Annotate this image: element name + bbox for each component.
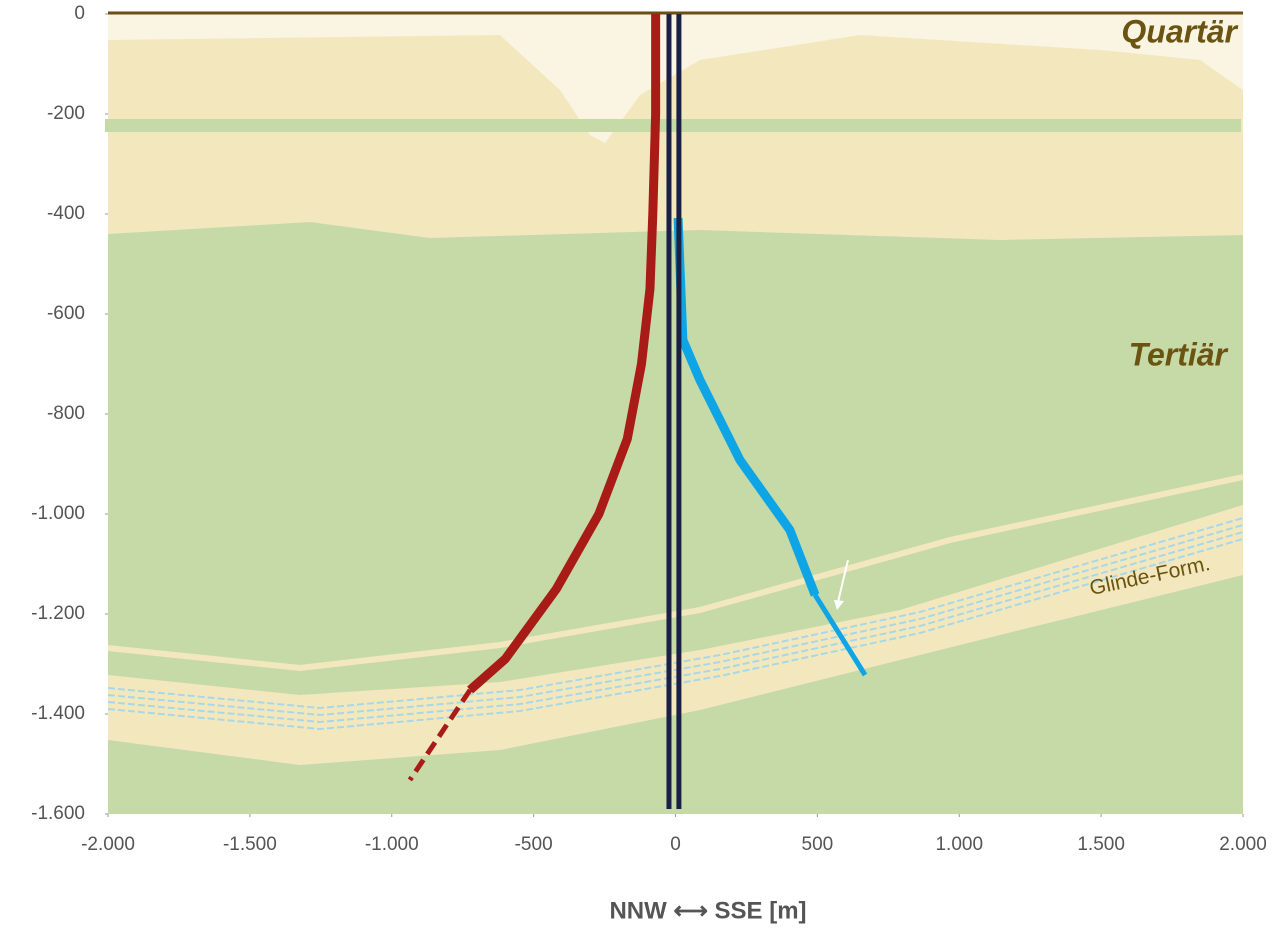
x-tick-label: -1.500 <box>223 834 277 855</box>
x-tick-label: -1.000 <box>365 834 419 855</box>
x-tick-label: 1.500 <box>1077 834 1125 855</box>
x-tick-label: 1.000 <box>935 834 983 855</box>
y-tick-label: -1.200 <box>31 603 85 624</box>
chart: Quartär Tertiär Glinde-Form. NNW ⟷ SSE [… <box>0 0 1278 929</box>
y-tick-label: -1.600 <box>31 803 85 824</box>
y-tick-label: 0 <box>74 3 85 24</box>
x-tick-label: 500 <box>802 834 834 855</box>
y-tick-label: -200 <box>47 103 85 124</box>
annotation: Quartär <box>1121 13 1238 49</box>
annotation: Tertiär <box>1129 336 1229 372</box>
y-tick-label: -1.000 <box>31 503 85 524</box>
y-tick-label: -1.400 <box>31 703 85 724</box>
x-tick-label: 0 <box>670 834 681 855</box>
y-tick-label: -600 <box>47 303 85 324</box>
x-tick-label: -2.000 <box>81 834 135 855</box>
y-tick-label: -800 <box>47 403 85 424</box>
green-band <box>105 119 1241 132</box>
x-tick-label: -500 <box>515 834 553 855</box>
x-axis-label: NNW ⟷ SSE [m] <box>609 897 806 924</box>
x-tick-label: 2.000 <box>1219 834 1267 855</box>
y-tick-label: -400 <box>47 203 85 224</box>
geology-background <box>105 13 1243 814</box>
